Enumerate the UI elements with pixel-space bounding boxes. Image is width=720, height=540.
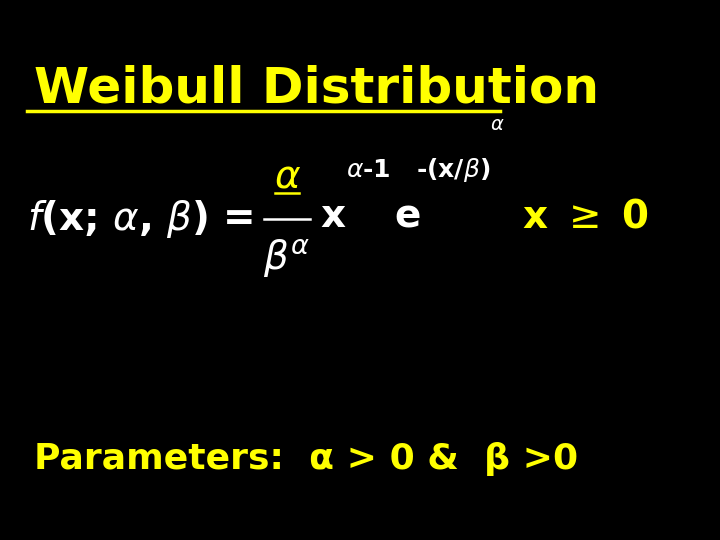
Text: x $\geq$ 0: x $\geq$ 0 (522, 197, 649, 235)
Text: e: e (394, 197, 420, 235)
Text: $\alpha$: $\alpha$ (274, 158, 300, 195)
Text: $\alpha$: $\alpha$ (490, 114, 505, 134)
Text: Weibull Distribution: Weibull Distribution (35, 65, 599, 113)
Text: x: x (320, 197, 346, 235)
Text: $\alpha$-1: $\alpha$-1 (346, 158, 390, 182)
Text: Parameters:  α > 0 &  β >0: Parameters: α > 0 & β >0 (35, 442, 578, 476)
Text: -(x/$\beta$): -(x/$\beta$) (416, 156, 490, 184)
Text: $f$(x; $\alpha$, $\beta$) =: $f$(x; $\alpha$, $\beta$) = (27, 198, 253, 240)
Text: $\beta^{\alpha}$: $\beta^{\alpha}$ (264, 238, 311, 280)
